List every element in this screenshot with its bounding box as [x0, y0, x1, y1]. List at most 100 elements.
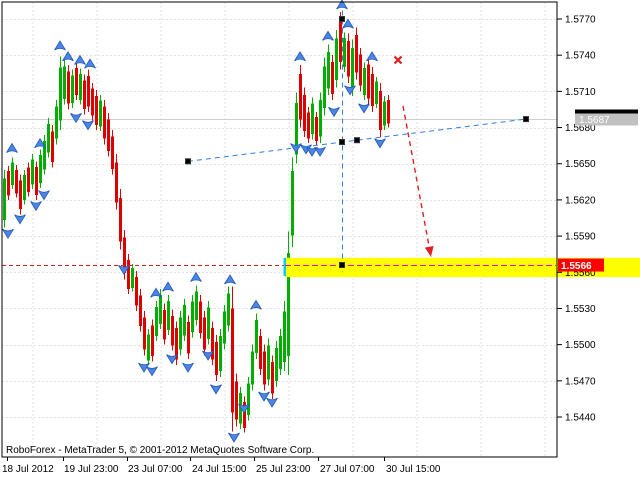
price-tick-label: 1.5530	[565, 304, 596, 315]
candle-body	[27, 167, 30, 192]
fractal-down-icon	[374, 138, 386, 149]
fractal-down-icon	[146, 366, 158, 377]
candle-body	[59, 67, 62, 121]
candle-body	[331, 61, 334, 95]
candle-body	[343, 38, 346, 67]
fractal-up-icon	[74, 54, 86, 65]
candle-body	[139, 295, 142, 326]
candle-body	[299, 74, 302, 120]
candle-body	[295, 103, 298, 155]
fractal-down-icon	[314, 146, 326, 157]
fractal-up-icon	[294, 51, 306, 62]
fractal-down-icon	[344, 85, 356, 96]
fractal-down-icon	[82, 120, 94, 131]
candle-body	[379, 91, 382, 131]
bid-price-tag: 1.5687	[575, 109, 638, 126]
fractal-up-icon	[62, 51, 74, 62]
fractal-up-icon	[224, 274, 236, 285]
fractal-down-icon	[70, 113, 82, 124]
candle-body	[211, 328, 214, 360]
candle-body	[215, 341, 218, 375]
bid-tag-text: 1.5687	[579, 115, 610, 126]
candle-body	[55, 106, 58, 139]
candle-body	[131, 267, 134, 288]
selection-handle[interactable]	[339, 139, 345, 146]
candle-body	[271, 362, 274, 394]
time-axis[interactable]: 18 Jul 2012 19 Jul 23:00 23 Jul 07:00 24 Ju…	[2, 457, 441, 475]
candle-body	[351, 48, 354, 89]
candle-body	[23, 175, 26, 201]
candle-body	[355, 35, 358, 73]
grid-layer	[2, 2, 557, 457]
selection-handle[interactable]	[354, 137, 360, 144]
fractal-down-icon	[328, 107, 340, 118]
selection-handle[interactable]	[185, 158, 191, 165]
price-axis[interactable]: 1.5770 1.5740 1.5710 1.5680 1.5650 1.5620 1.55…	[557, 15, 596, 424]
fractal-down-icon	[238, 403, 250, 414]
fractal-up-icon	[34, 137, 46, 149]
candle-body	[155, 307, 158, 336]
candle-body	[235, 381, 238, 420]
candle-body	[287, 252, 290, 357]
target-band[interactable]	[285, 257, 640, 278]
fractal-down-icon	[30, 201, 42, 212]
candle-body	[175, 328, 178, 360]
candle-body	[99, 100, 102, 127]
candle-body	[195, 291, 198, 321]
candle-body	[159, 295, 162, 324]
candle-body	[207, 307, 210, 339]
time-tick-label: 18 Jul 2012	[2, 464, 54, 475]
candle-body	[151, 325, 154, 357]
level-tag-box	[558, 258, 604, 272]
candle-body	[171, 315, 174, 346]
fractal-down-icon	[358, 103, 370, 114]
fractal-down-icon	[258, 391, 270, 402]
time-tick-label: 23 Jul 07:00	[128, 464, 183, 475]
forecast-arrow[interactable]	[402, 105, 432, 257]
selection-handle[interactable]	[523, 116, 529, 123]
level-tag-text: 1.5566	[561, 261, 592, 272]
selection-handle[interactable]	[339, 262, 345, 269]
candle-body	[251, 351, 254, 385]
candle-body	[255, 320, 258, 354]
candle-body	[375, 81, 378, 105]
fractal-up-icon	[162, 281, 174, 292]
candle-body	[227, 293, 230, 326]
time-tick-label: 25 Jul 23:00	[256, 464, 311, 475]
price-tick-label: 1.5710	[565, 87, 596, 98]
candle-body	[219, 336, 222, 371]
price-tick-label: 1.5590	[565, 232, 596, 243]
ascending-trendline[interactable]	[187, 118, 527, 162]
fractal-up-icon	[342, 18, 354, 29]
x-mark-icon[interactable]	[393, 55, 403, 65]
candle-body	[67, 71, 70, 104]
candle-body	[363, 68, 366, 95]
candle-body	[127, 260, 130, 289]
candle-body	[387, 99, 390, 124]
time-tick-label: 27 Jul 07:00	[320, 464, 375, 475]
fractal-down-icon	[266, 397, 278, 408]
candle-body	[359, 54, 362, 86]
candle-body	[147, 334, 150, 361]
candle-body	[263, 351, 266, 385]
fractal-down-icon	[2, 228, 14, 239]
candle-body	[315, 116, 318, 142]
candle-body	[47, 123, 50, 153]
candle-body	[183, 305, 186, 336]
analysis-objects-layer	[185, 10, 529, 273]
candle-body	[319, 100, 322, 137]
selection-handle[interactable]	[339, 16, 345, 22]
fractal-up-icon	[322, 30, 334, 41]
candle-body	[119, 198, 122, 242]
candle-body	[15, 169, 18, 194]
candle-body	[339, 20, 342, 63]
fractal-up-icon	[366, 51, 378, 62]
bid-tag-box	[575, 113, 638, 126]
candle-body	[79, 73, 82, 100]
candle-body	[115, 162, 118, 203]
candle-body	[19, 180, 22, 210]
candle-body	[383, 101, 386, 126]
target-band-layer	[2, 257, 640, 278]
candle-body	[87, 75, 90, 107]
candle-body	[307, 112, 310, 139]
